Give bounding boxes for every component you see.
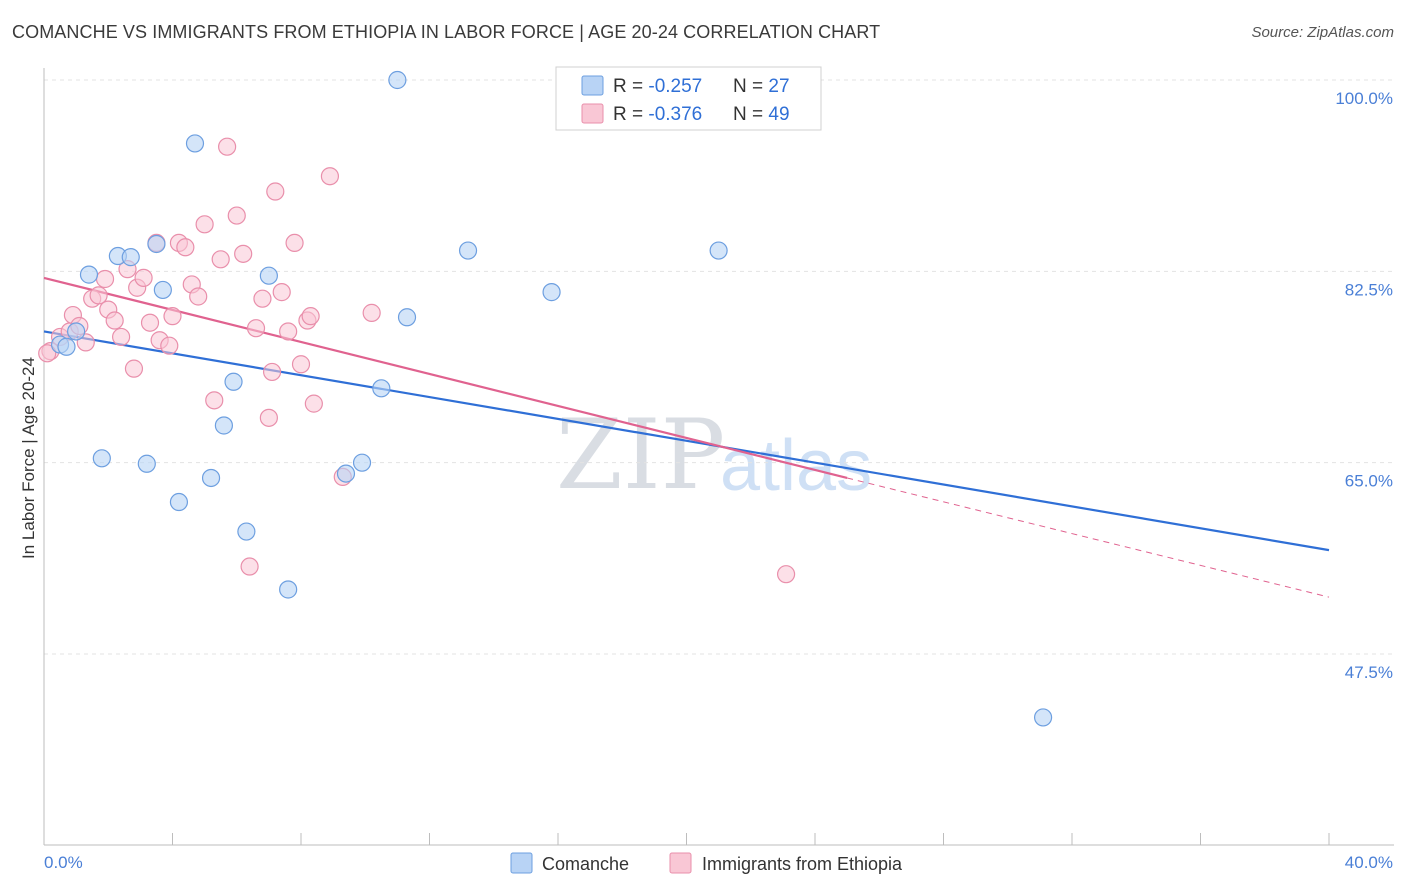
bottom-legend-label-ethiopia: Immigrants from Ethiopia [702,854,903,874]
data-point-comanche [542,283,561,302]
y-tick-label: 65.0% [1345,472,1393,491]
legend-n-value: 49 [768,104,789,125]
data-point-ethiopia [124,359,144,378]
legend-row-comanche: R = -0.257 [613,76,702,97]
legend-n-value: 27 [768,76,789,97]
bottom-legend-label-comanche: Comanche [542,854,629,874]
data-point-ethiopia [240,557,259,576]
data-point-ethiopia [246,319,266,338]
x-axis-ticks [172,833,1330,845]
data-point-comanche [1033,708,1053,727]
x-tick-label-max: 40.0% [1345,853,1393,872]
data-point-comanche [352,453,372,472]
legend-r-value: -0.376 [648,104,702,125]
data-point-ethiopia [285,233,304,253]
data-point-ethiopia [205,391,224,410]
data-point-comanche [709,241,728,260]
data-point-ethiopia [291,355,311,374]
data-point-ethiopia [266,182,285,201]
data-point-comanche [185,134,205,153]
data-point-ethiopia [362,303,381,322]
legend-r-label: R = [613,76,648,97]
bottom-legend-swatch-comanche [510,852,533,874]
bottom-legend-swatch-ethiopia [669,852,692,874]
data-point-ethiopia [195,215,214,234]
trend-line-ethiopia [43,276,848,480]
x-tick-label-min: 0.0% [44,853,83,872]
data-point-ethiopia [111,327,131,347]
data-point-ethiopia [211,250,230,269]
correlation-legend: R = -0.257 N = 27 R = -0.376 N = 49 [555,66,822,131]
data-point-comanche [397,308,417,327]
data-point-comanche [169,492,189,512]
y-axis-label: In Labor Force | Age 20-24 [19,357,38,559]
data-point-comanche [121,248,140,267]
data-point-comanche [388,70,407,90]
data-point-ethiopia [301,307,320,326]
data-point-ethiopia [776,565,796,584]
trend-lines [43,276,1330,598]
y-tick-label: 82.5% [1345,280,1393,299]
legend-r-value: -0.257 [648,76,702,97]
data-point-ethiopia [176,238,195,257]
data-point-comanche [458,241,478,260]
legend-n-comanche: N = 27 [733,76,790,97]
data-point-ethiopia [160,336,179,355]
legend-n-label: N = [733,76,768,97]
data-point-ethiopia [253,289,272,308]
series-legend: Comanche Immigrants from Ethiopia [510,852,903,874]
legend-swatch-ethiopia [581,103,604,124]
data-point-comanche [237,522,256,541]
data-point-ethiopia [105,311,124,330]
data-point-comanche [137,454,156,473]
data-point-ethiopia [134,268,153,287]
data-point-comanche [336,464,356,483]
data-point-ethiopia [218,137,237,156]
data-point-comanche [259,266,278,285]
data-point-ethiopia [234,244,253,263]
data-point-ethiopia [272,283,291,302]
data-point-ethiopia [38,344,57,363]
y-tick-labels: 47.5% 65.0% 82.5% 100.0% [1335,89,1393,682]
data-point-comanche [67,322,86,341]
chart-title: COMANCHE VS IMMIGRANTS FROM ETHIOPIA IN … [12,22,881,42]
data-point-comanche [79,265,99,284]
legend-swatch-comanche [581,75,604,96]
legend-n-ethiopia: N = 49 [733,104,790,125]
data-point-comanche [372,379,391,398]
legend-n-label: N = [733,104,768,125]
legend-r-label: R = [613,104,648,125]
data-point-ethiopia [262,362,282,382]
data-point-ethiopia [320,167,340,186]
trend-line-ethiopia-extrapolated [847,477,1330,598]
data-point-comanche [214,416,233,435]
data-point-comanche [224,372,243,391]
source-credit: Source: ZipAtlas.com [1251,24,1394,41]
data-point-comanche [153,280,172,300]
data-point-ethiopia [304,394,323,413]
scatter-points [38,70,1053,727]
data-point-ethiopia [227,206,246,225]
legend-row-ethiopia: R = -0.376 [613,104,702,125]
data-point-ethiopia [189,287,208,306]
data-point-comanche [201,468,221,488]
data-point-ethiopia [95,269,115,289]
data-point-comanche [147,234,166,254]
y-tick-label: 47.5% [1345,663,1393,682]
data-point-comanche [279,580,298,599]
y-tick-label: 100.0% [1335,89,1393,108]
trend-line-comanche [43,330,1330,552]
data-point-ethiopia [163,307,182,326]
data-point-ethiopia [259,408,278,427]
data-point-ethiopia [140,313,160,332]
watermark-zip: ZIP [556,399,725,511]
data-point-comanche [57,337,76,356]
data-point-ethiopia [279,322,298,341]
data-point-ethiopia [89,286,108,305]
data-point-comanche [92,449,111,468]
